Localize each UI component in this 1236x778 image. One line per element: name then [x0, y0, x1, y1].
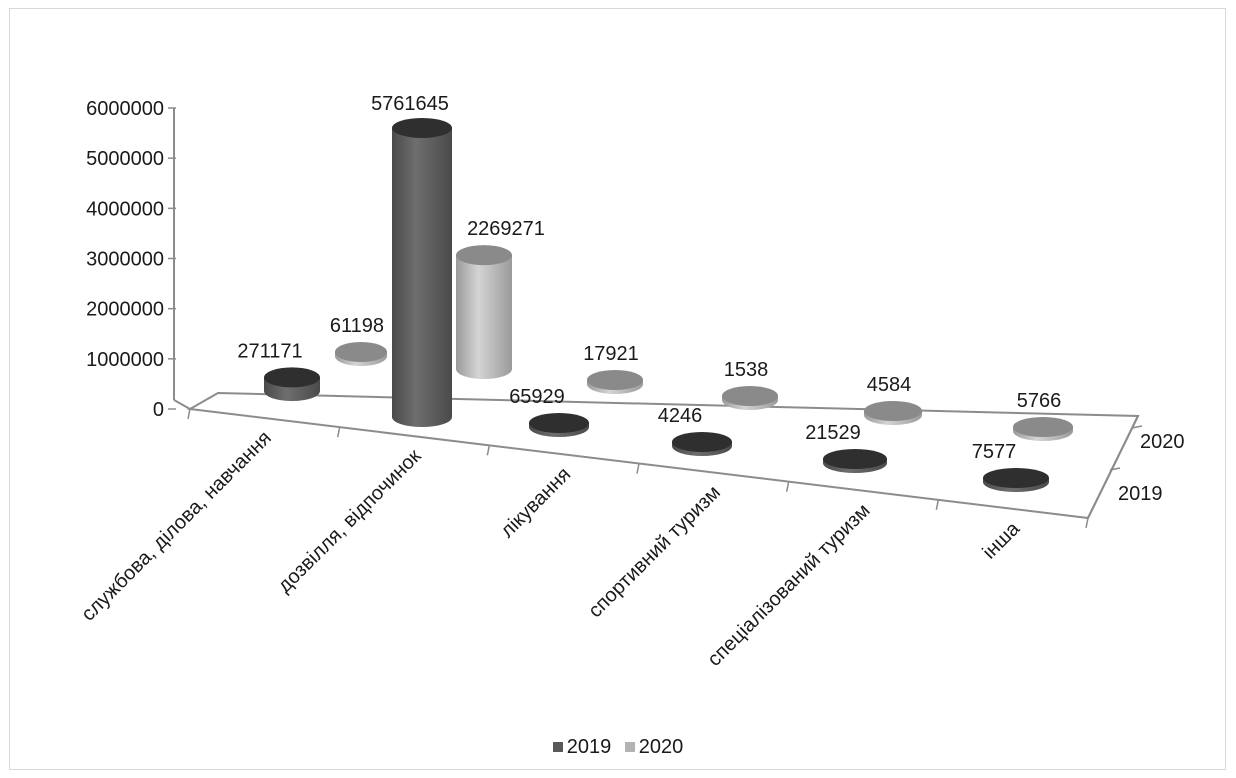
data-label-2020: 1538: [724, 359, 769, 381]
legend-label-2020: 2020: [638, 736, 684, 758]
y-axis-corner: [173, 399, 191, 410]
y-tick-label: 1000000: [86, 349, 164, 371]
category-label: інша: [978, 517, 1024, 563]
data-label-2019: 271171: [237, 340, 302, 362]
bar-top: [983, 468, 1049, 488]
category-label: службова, ділова, навчання: [77, 427, 276, 626]
bar-top: [823, 449, 887, 469]
bar-2019-3: [672, 432, 732, 456]
y-tick-label: 3000000: [86, 249, 164, 271]
bar-2020-3: [722, 386, 778, 410]
bar-2020-0: [335, 342, 387, 366]
bar-2019-5: [983, 468, 1049, 492]
y-tick-label: 5000000: [86, 148, 164, 170]
bar-top: [392, 117, 452, 138]
category-label: дозвілля, відпочинок: [274, 445, 426, 597]
bar-2019-2: [529, 413, 589, 437]
bar-2019-1: [392, 117, 452, 428]
legend: 2019 2020: [0, 736, 1236, 759]
bar-body: [392, 127, 452, 428]
bar-top: [529, 413, 589, 433]
bar-2020-4: [864, 401, 922, 425]
data-label-2019: 21529: [805, 422, 861, 444]
bar-2019-0: [264, 367, 320, 401]
x-tick-mark: [1085, 517, 1089, 529]
bar-body: [456, 255, 512, 379]
category-label: спеціалізований туризм: [703, 500, 874, 671]
depth-axis-line: [1087, 415, 1139, 519]
bar-top: [587, 370, 643, 390]
bar-2020-5: [1013, 417, 1073, 441]
x-tick-mark: [935, 499, 940, 510]
y-tick-label: 0: [153, 399, 164, 421]
axes: [173, 108, 1143, 529]
bar-top: [456, 245, 512, 266]
depth-tick-mark: [1131, 425, 1143, 429]
category-label: лікування: [496, 463, 575, 542]
bars: [264, 117, 1073, 492]
data-label-2019: 65929: [509, 386, 565, 408]
x-tick-mark: [336, 427, 341, 438]
y-axis-ticks: 0 1000000 2000000 3000000 4000000 5000000 6000…: [86, 98, 176, 421]
chart-frame: [9, 8, 1226, 770]
bar-2019-4: [823, 449, 887, 473]
x-tick-mark: [187, 408, 191, 420]
data-label-2020: 4584: [867, 374, 912, 396]
bar-top: [864, 401, 922, 421]
data-label-2020: 5766: [1017, 390, 1062, 412]
data-label-2020: 17921: [583, 343, 639, 365]
category-label: спортивний туризм: [584, 481, 725, 622]
bar-top: [722, 386, 778, 406]
data-label-2019: 4246: [658, 405, 703, 427]
bar-2020-2: [587, 370, 643, 394]
y-tick-label: 2000000: [86, 299, 164, 321]
data-label-2020: 2269271: [467, 218, 545, 240]
data-label-2019: 5761645: [371, 93, 449, 115]
bar-top: [335, 342, 387, 362]
x-tick-mark: [636, 463, 640, 474]
depth-axis-labels: 2019 2020: [1118, 431, 1185, 505]
legend-swatch-2019: [552, 742, 563, 752]
legend-label-2019: 2019: [566, 736, 612, 758]
legend-item-2020: 2020: [624, 736, 684, 759]
bar-top: [1013, 417, 1073, 437]
bar-top: [264, 367, 320, 388]
data-labels: 61198 2269271 17921 1538 4584 5766 271171 57616…: [237, 93, 1061, 463]
x-tick-mark: [486, 445, 491, 456]
bar-top: [672, 432, 732, 452]
data-label-2020: 61198: [330, 315, 384, 337]
legend-swatch-2020: [624, 742, 635, 752]
depth-label-2020: 2020: [1140, 431, 1185, 453]
depth-label-2019: 2019: [1118, 483, 1163, 505]
y-tick-label: 4000000: [86, 198, 164, 220]
x-tick-mark: [785, 481, 790, 492]
legend-item-2019: 2019: [552, 736, 612, 759]
bar-2020-1: [456, 245, 512, 379]
depth-tick-mark: [1109, 467, 1121, 471]
data-label-2019: 7577: [972, 441, 1017, 463]
y-tick-label: 6000000: [86, 98, 164, 120]
